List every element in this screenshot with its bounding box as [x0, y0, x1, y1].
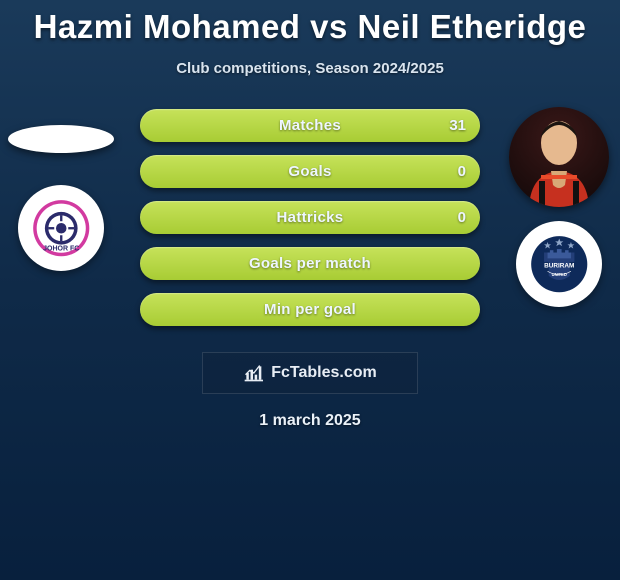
svg-text:JOHOR FC: JOHOR FC	[43, 245, 79, 252]
stat-bar-goals: Goals 0	[140, 155, 480, 188]
stat-label: Matches	[279, 117, 341, 134]
svg-text:UNITED: UNITED	[551, 272, 566, 277]
right-player-photo	[509, 107, 609, 207]
stat-label: Goals	[288, 163, 331, 180]
page-title: Hazmi Mohamed vs Neil Etheridge	[0, 0, 620, 46]
watermark-text: FcTables.com	[271, 364, 377, 382]
stat-label: Hattricks	[277, 209, 344, 226]
left-player-photo-placeholder	[8, 125, 114, 153]
johor-fc-icon: JOHOR FC	[32, 199, 90, 257]
svg-text:BURIRAM: BURIRAM	[544, 263, 574, 270]
left-player-column: JOHOR FC	[6, 107, 116, 271]
stat-bars: Matches 31 Goals 0 Hattricks 0 Goals per…	[140, 107, 480, 326]
right-club-badge: BURIRAM UNITED	[516, 221, 602, 307]
stat-bar-matches: Matches 31	[140, 109, 480, 142]
stat-bar-hattricks: Hattricks 0	[140, 201, 480, 234]
player-portrait-icon	[509, 107, 609, 207]
comparison-panel: JOHOR FC	[0, 107, 620, 430]
buriram-united-icon: BURIRAM UNITED	[530, 235, 588, 293]
bar-chart-icon	[243, 363, 263, 383]
watermark-box: FcTables.com	[202, 352, 418, 394]
stat-label: Goals per match	[249, 255, 371, 272]
left-club-badge: JOHOR FC	[18, 185, 104, 271]
stat-right-value: 0	[458, 201, 466, 234]
stat-right-value: 0	[458, 155, 466, 188]
stat-bar-goals-per-match: Goals per match	[140, 247, 480, 280]
right-player-column: BURIRAM UNITED	[504, 107, 614, 307]
page-subtitle: Club competitions, Season 2024/2025	[0, 60, 620, 77]
stat-bar-min-per-goal: Min per goal	[140, 293, 480, 326]
stat-label: Min per goal	[264, 301, 356, 318]
snapshot-date: 1 march 2025	[0, 412, 620, 430]
stat-right-value: 31	[449, 109, 466, 142]
